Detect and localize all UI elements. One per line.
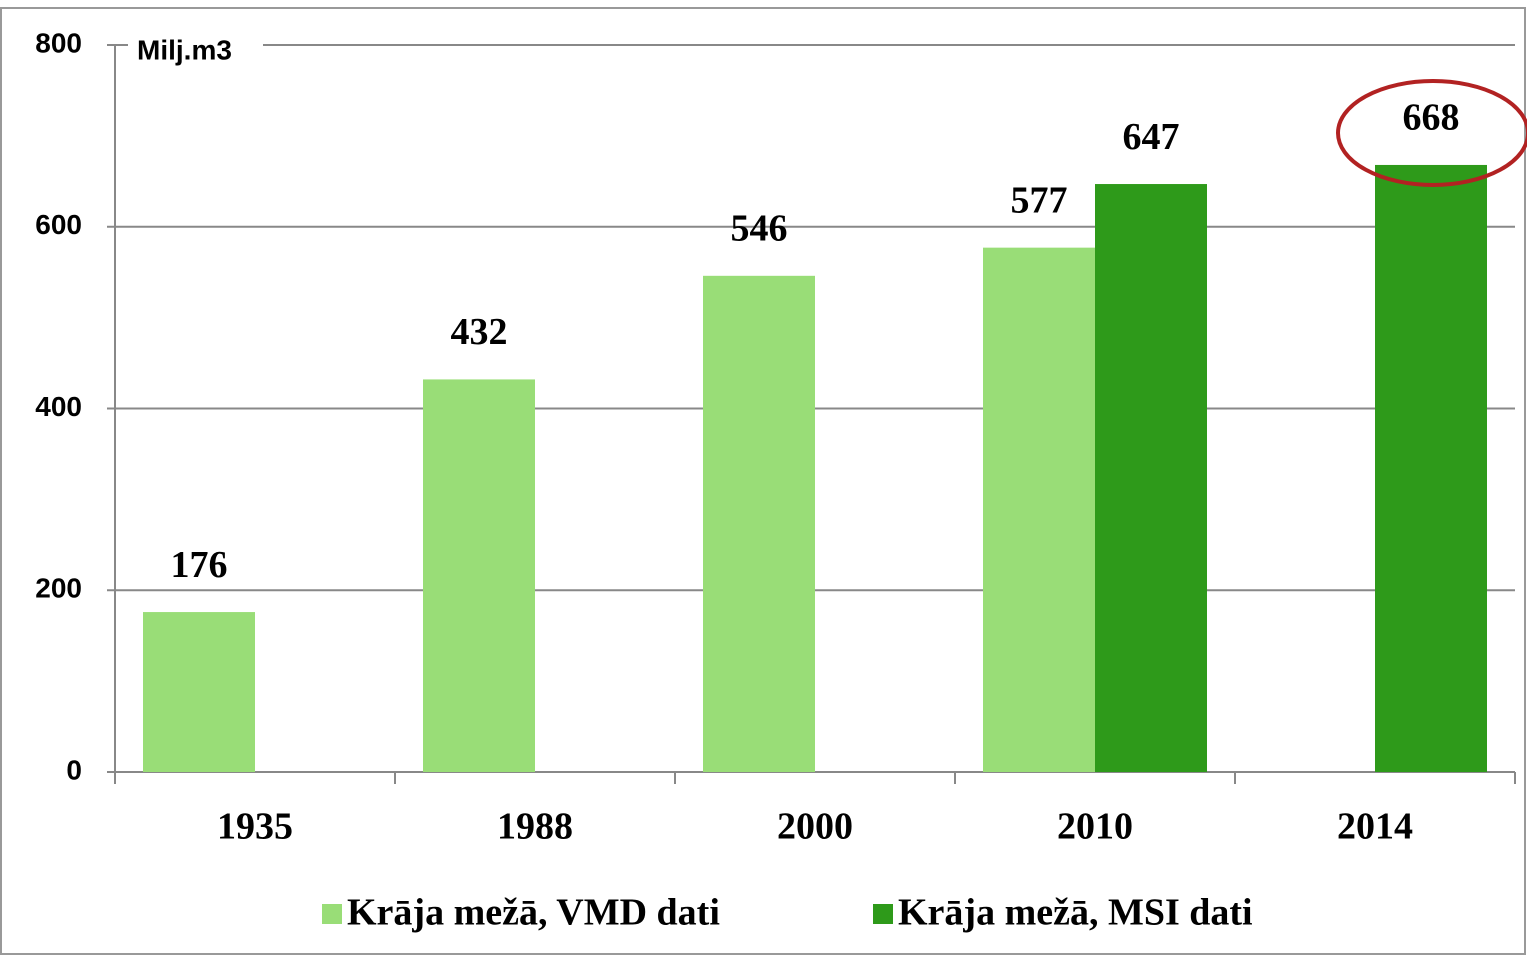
value-label: 176 — [171, 544, 228, 586]
bar — [703, 275, 815, 772]
value-label: 546 — [731, 208, 788, 250]
axis-label-bg — [128, 30, 263, 72]
bar — [1095, 184, 1207, 772]
bar — [143, 612, 255, 772]
x-tick-label: 1935 — [217, 806, 293, 848]
value-label: 668 — [1403, 97, 1460, 139]
legend-swatch — [322, 904, 342, 924]
marks: 1935 176 1988 432 2000 546 2010 577 647 2014 668 — [143, 97, 1487, 848]
y-axis-label: Milj.m3 — [137, 34, 232, 65]
bar — [423, 379, 535, 772]
x-tick-label: 2010 — [1057, 806, 1133, 848]
legend-label: Krāja mežā, VMD dati — [347, 892, 720, 934]
y-tick-label: 200 — [35, 573, 82, 604]
y-tick-label: 0 — [66, 754, 82, 785]
legend-swatch — [873, 904, 893, 924]
y-tick-label: 600 — [35, 209, 82, 240]
bar — [983, 247, 1095, 772]
value-label: 432 — [451, 311, 508, 353]
legend-label: Krāja mežā, MSI dati — [898, 892, 1253, 934]
y-tick-label: 400 — [35, 391, 82, 422]
x-tick-label: 1988 — [497, 806, 573, 848]
value-label: 577 — [1011, 179, 1068, 221]
value-label: 647 — [1123, 116, 1180, 158]
bar — [1375, 164, 1487, 772]
y-tick-label: 800 — [35, 27, 82, 58]
highlight-ellipse — [1336, 79, 1527, 187]
x-tick-label: 2000 — [777, 806, 853, 848]
x-tick-label: 2014 — [1337, 806, 1413, 848]
